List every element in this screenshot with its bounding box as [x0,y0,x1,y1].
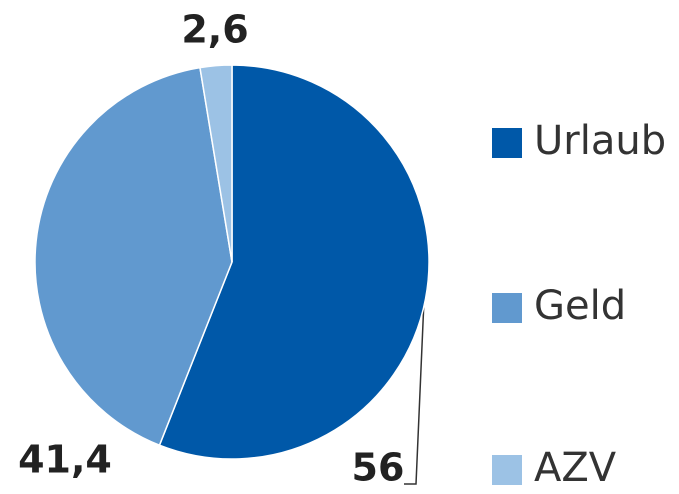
pie-slice [199,64,233,263]
legend-swatch [492,455,522,485]
legend-label: Urlaub [534,118,666,164]
legend-label: AZV [534,445,617,491]
legend-label: Geld [534,283,626,329]
legend-swatch [492,293,522,323]
data-label: 41,4 [18,438,112,482]
pie-slice [34,66,233,447]
pie-slice [158,64,430,460]
leader-line [404,299,425,485]
legend-swatch [492,128,522,158]
data-label: 56 [352,446,405,490]
data-label: 2,6 [181,8,248,52]
